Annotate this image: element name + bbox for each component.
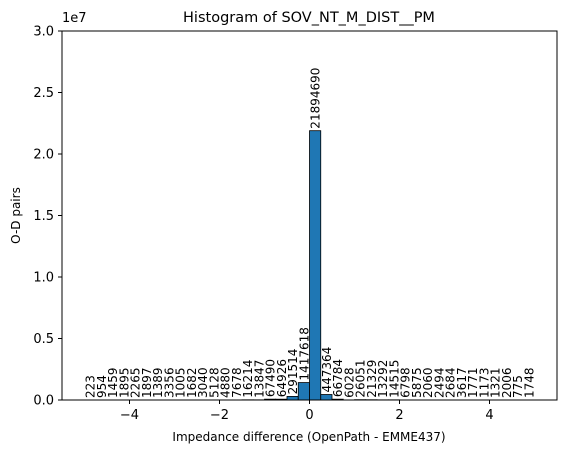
x-tick-label: 0 [305, 408, 313, 423]
bar-value-label: 1895 [117, 367, 131, 398]
bar-value-label: 1173 [477, 367, 491, 398]
x-axis-ticks: −4 −2 0 2 4 [120, 400, 494, 423]
x-tick-label: 4 [485, 408, 493, 423]
bar-value-label: 6798 [399, 367, 413, 398]
bar-value-label: 4880 [219, 367, 233, 398]
y-tick-label: 1.5 [33, 209, 54, 224]
x-tick-label: 2 [395, 408, 403, 423]
bar-value-label: 2684 [444, 367, 458, 398]
y-axis-label: O-D pairs [9, 187, 23, 244]
bar-value-label: 2494 [432, 367, 446, 398]
bar-value-label: 21894690 [309, 68, 323, 129]
bar-value-label: 447364 [320, 347, 334, 393]
bar-value-label: 2006 [500, 367, 514, 398]
bar-value-label: 1417618 [297, 327, 311, 380]
bar-value-label: 1771 [466, 367, 480, 398]
bar-value-label: 6028 [342, 367, 356, 398]
bar-value-label: 3617 [455, 367, 469, 398]
bar-value-label: 2060 [421, 367, 435, 398]
bar-value-label: 1459 [106, 367, 120, 398]
bar-value-label: 1389 [151, 367, 165, 398]
bar-value-label: 66784 [331, 359, 345, 397]
bar-value-label: 13847 [252, 360, 266, 398]
chart-title: Histogram of SOV_NT_M_DIST__PM [183, 10, 435, 26]
bar-value-label: 1321 [489, 367, 503, 398]
bar-labels-group: 2239541459189522651897138933561005168230… [84, 68, 537, 398]
bar-value-label: 67490 [264, 359, 278, 397]
bar-value-label: 3356 [162, 367, 176, 398]
y-tick-label: 1.0 [33, 271, 54, 286]
bar-value-label: 64926 [275, 359, 289, 397]
y-tick-label: 2.5 [33, 86, 54, 101]
bar-value-label: 1748 [522, 367, 536, 398]
y-tick-label: 3.0 [33, 25, 54, 40]
bar-value-label: 2265 [129, 367, 143, 398]
y-tick-label: 0.5 [33, 332, 54, 347]
bar-value-label: 3040 [196, 367, 210, 398]
bar-value-label: 954 [95, 375, 109, 398]
y-tick-label: 2.0 [33, 148, 54, 163]
bar-value-label: 13292 [376, 360, 390, 398]
y-axis-ticks: 0.0 0.5 1.0 1.5 2.0 2.5 3.0 [33, 25, 62, 409]
bar-value-label: 223 [84, 375, 98, 398]
bar-value-label: 1897 [140, 367, 154, 398]
bar-value-label: 21329 [365, 360, 379, 398]
bar-value-label: 14515 [387, 360, 401, 398]
bar-value-label: 5128 [207, 367, 221, 398]
x-axis-label: Impedance difference (OpenPath - EMME437… [172, 430, 445, 444]
y-tick-label: 0.0 [33, 394, 54, 409]
bar-value-label: 291514 [286, 349, 300, 395]
y-axis-offset-label: 1e7 [62, 11, 87, 26]
bar-value-label: 1682 [185, 367, 199, 398]
bar-value-label: 1005 [174, 367, 188, 398]
bar-value-label: 7678 [230, 367, 244, 398]
bar-value-label: 775 [511, 375, 525, 398]
x-tick-label: −4 [120, 408, 139, 423]
x-tick-label: −2 [210, 408, 229, 423]
bar-value-label: 26051 [354, 359, 368, 397]
bar-value-label: 5875 [410, 367, 424, 398]
bar-value-label: 16214 [241, 360, 255, 398]
